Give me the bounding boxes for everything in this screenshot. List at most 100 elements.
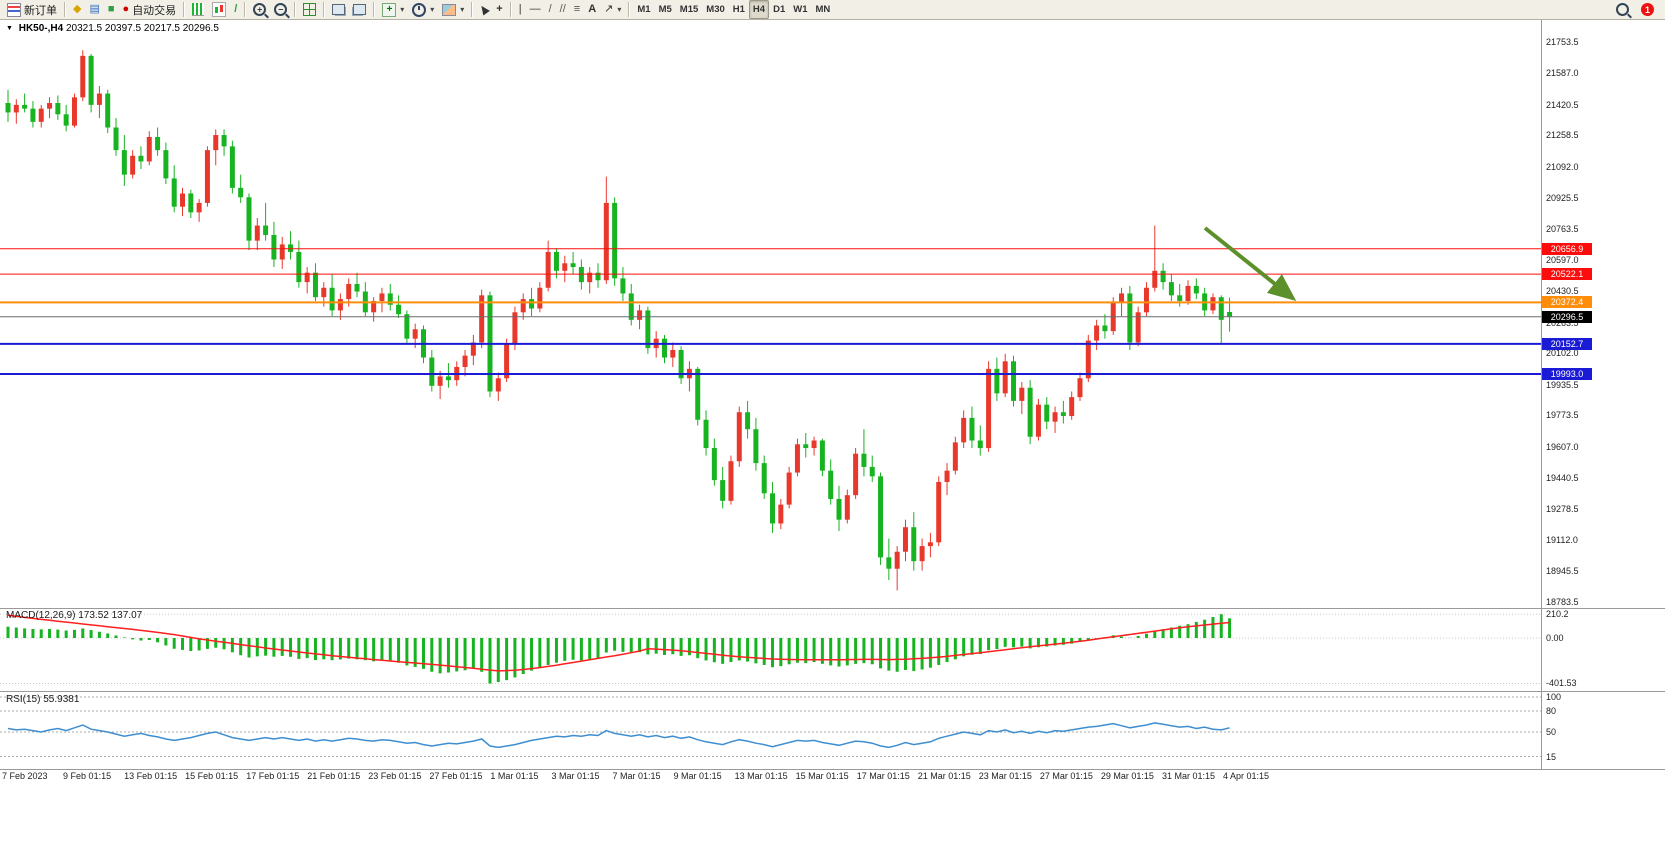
scripts-button[interactable]: ◆ (69, 0, 85, 19)
line-chart-button[interactable]: / (230, 0, 241, 19)
candle (30, 101, 36, 128)
time-axis-label: 21 Feb 01:15 (307, 771, 361, 781)
candle (80, 50, 86, 102)
market-watch-button[interactable]: ▤ (85, 0, 103, 19)
toolbar-separator (471, 2, 474, 17)
channel-icon: // (559, 3, 566, 15)
trend-arrow[interactable] (1203, 226, 1297, 301)
caret-down-icon: ▾ (460, 5, 465, 14)
toolbar-separator (628, 2, 631, 17)
tf-m1[interactable]: M1 (633, 0, 654, 19)
zoom-in-button[interactable]: + (249, 0, 270, 19)
tile-windows-button[interactable] (299, 0, 320, 19)
cursor-button[interactable] (476, 0, 492, 19)
tf-h4[interactable]: H4 (748, 0, 770, 19)
tf-w1[interactable]: W1 (789, 0, 811, 19)
templates-button[interactable]: ▾ (438, 0, 468, 19)
macd-values: 173.52 137.07 (78, 610, 143, 621)
candle (1069, 391, 1075, 420)
candle (977, 425, 983, 456)
candle (562, 255, 568, 283)
search-button[interactable] (1612, 0, 1633, 19)
candle (886, 538, 892, 581)
candle (171, 165, 177, 213)
crosshair-button[interactable]: + (492, 0, 506, 19)
tf-m30[interactable]: M30 (702, 0, 728, 19)
candle (961, 410, 967, 449)
notification-badge[interactable]: 1 (1637, 0, 1658, 19)
time-axis[interactable]: 7 Feb 2023 9 Feb 01:15 13 Feb 01:15 15 Feb … (0, 771, 1541, 784)
tf-m5[interactable]: M5 (655, 0, 676, 19)
tf-m1-label: M1 (637, 4, 651, 15)
candle (736, 406, 742, 467)
candle (105, 89, 111, 134)
candlesticks (5, 50, 1233, 591)
candle (238, 174, 244, 203)
lightning-icon: ◆ (73, 3, 82, 15)
arrows-button[interactable]: ↗ ▾ (600, 0, 625, 19)
candle (38, 104, 44, 128)
tf-m15[interactable]: M15 (676, 0, 702, 19)
auto-trading-button[interactable]: ● 自动交易 (119, 0, 181, 19)
candle (1127, 285, 1133, 350)
zoom-out-button[interactable]: − (270, 0, 291, 19)
candle (686, 361, 692, 392)
candle (121, 135, 127, 186)
candle (22, 93, 28, 113)
candle (1044, 397, 1050, 430)
auto-dot-icon: ● (122, 3, 130, 15)
trendline-button[interactable]: / (545, 0, 556, 19)
vertical-line-button[interactable]: | (515, 0, 526, 19)
caret-down-icon: ▾ (430, 5, 435, 14)
macd-pane (0, 613, 1541, 684)
candle (520, 293, 526, 320)
tf-mn-label: MN (815, 4, 831, 15)
tf-h1[interactable]: H1 (729, 0, 749, 19)
candle (188, 189, 194, 219)
tile-icon (303, 3, 317, 16)
indicators-button[interactable]: + ▾ (378, 0, 408, 19)
toolbar-left: 新订单 ◆ ▤ ■ ● 自动交易 / + − + ▾ ▾ ▾ + | — ///≡ A ↗ ▾ M1 M5 M15 M30 H1… (3, 0, 1612, 19)
navigator-button[interactable]: ■ (104, 0, 119, 19)
collapse-chart-icon[interactable]: ▼ (6, 25, 13, 32)
candle (794, 438, 800, 477)
text-button[interactable]: A (584, 0, 600, 19)
new-order-button[interactable]: 新订单 (3, 0, 61, 19)
candle-chart-icon (212, 2, 227, 17)
candle (404, 310, 410, 345)
time-axis-label: 1 Mar 01:15 (490, 771, 539, 781)
candle (88, 53, 94, 113)
candle (811, 436, 817, 456)
time-axis-label: 23 Feb 01:15 (368, 771, 422, 781)
candle (612, 197, 618, 286)
time-axis-label: 9 Feb 01:15 (63, 771, 112, 781)
periods-button[interactable]: ▾ (408, 0, 438, 19)
candle (720, 466, 726, 509)
candle (778, 498, 784, 530)
bar-chart-button[interactable] (188, 0, 208, 19)
time-axis-label: 29 Mar 01:15 (1100, 771, 1154, 781)
candle (429, 349, 435, 392)
candle (1185, 280, 1191, 305)
horizontal-line-button[interactable]: — (526, 0, 545, 19)
candle (96, 86, 102, 119)
candle (911, 512, 917, 571)
macd-signal-line (7, 614, 1230, 672)
tf-d1[interactable]: D1 (769, 0, 789, 19)
candle (5, 89, 11, 122)
macd-panel-label: MACD(12,26,9) 173.52 137.07 (6, 610, 142, 621)
candle (55, 95, 61, 120)
candlestick-chart-button[interactable] (208, 0, 230, 19)
candle (63, 104, 69, 132)
auto-arrange-button[interactable] (328, 0, 349, 19)
equidistant-channel-button[interactable]: // (556, 0, 570, 19)
candle (603, 176, 609, 285)
candle (786, 466, 792, 509)
cascade-windows-button[interactable] (349, 0, 370, 19)
candle (1077, 372, 1083, 401)
candle (229, 140, 235, 194)
candle (470, 334, 476, 366)
fibonacci-button[interactable]: ≡ (570, 0, 584, 19)
tf-mn[interactable]: MN (811, 0, 834, 19)
